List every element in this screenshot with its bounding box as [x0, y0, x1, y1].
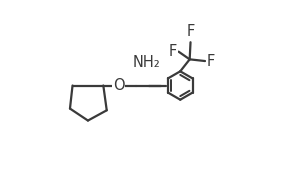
Text: O: O	[113, 78, 125, 93]
Text: F: F	[186, 24, 195, 39]
Text: NH₂: NH₂	[133, 55, 161, 70]
Text: F: F	[168, 44, 177, 59]
Text: F: F	[207, 54, 215, 69]
